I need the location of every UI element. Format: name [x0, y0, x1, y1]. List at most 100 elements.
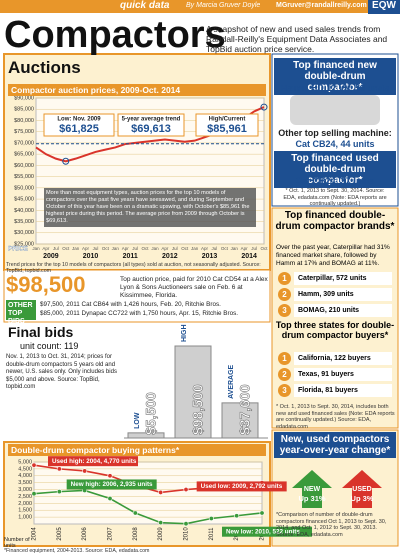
- x-tick-label: Jul: [172, 246, 178, 251]
- annotation-box: [117, 113, 185, 137]
- yoy-arrow: [342, 470, 382, 508]
- y-tick-label: $80,000: [14, 118, 34, 124]
- x-tick-label: Oct: [260, 246, 268, 251]
- intro: A snapshot of new and used sales trends …: [206, 24, 388, 54]
- x-tick-label: 2010: [184, 527, 190, 541]
- bar: [221, 402, 259, 439]
- annotation-box: [43, 113, 115, 137]
- x-tick-label: 2008: [133, 527, 139, 541]
- year-label: 2010: [83, 253, 99, 260]
- year-label: 2013: [202, 253, 218, 260]
- y-tick-label: 3,500: [18, 480, 32, 486]
- rank: 3: [278, 304, 291, 317]
- data-point: [132, 510, 138, 516]
- x-tick-label: 2005: [57, 527, 63, 541]
- data-point: [158, 520, 164, 526]
- x-tick-label: Jan: [112, 246, 120, 251]
- annotation-value: $85,961: [207, 123, 247, 135]
- y-tick-label: $65,000: [14, 152, 34, 158]
- annotation-text: Used low: 2009, 2,792 units: [201, 483, 283, 490]
- states-note: * Oct. 1, 2013 to Sept. 30, 2014, includ…: [276, 404, 395, 430]
- annotation-box: [196, 481, 287, 492]
- rank: 2: [278, 368, 291, 381]
- data-point: [208, 515, 214, 521]
- rank: 2: [278, 288, 291, 301]
- plot-area: [33, 461, 263, 525]
- y-tick-label: $40,000: [14, 208, 34, 214]
- annotation-value: $69,613: [131, 123, 171, 135]
- y-tick-label: $75,000: [14, 129, 34, 135]
- x-tick-label: Jan: [151, 246, 159, 251]
- year-label: 2009: [43, 253, 59, 260]
- data-point: [107, 473, 113, 479]
- annotation-box: [66, 479, 157, 490]
- annotation-value: $61,825: [59, 123, 99, 135]
- used-note: * Oct. 1, 2013 to Sept. 30, 2014. Source…: [283, 188, 387, 207]
- top-price: $98,500: [6, 272, 86, 297]
- y-tick-label: 3,000: [18, 487, 32, 493]
- y-tick-label: 4,500: [18, 466, 32, 472]
- bar-category: HIGH: [181, 325, 188, 343]
- data-point: [158, 489, 164, 495]
- x-tick-label: 2004: [32, 527, 38, 541]
- machine-image: [290, 95, 380, 125]
- x-tick-label: 2009: [158, 527, 164, 541]
- x-tick-label: 2006: [82, 527, 88, 541]
- x-tick-label: Oct: [221, 246, 229, 251]
- annotation-text: 5-year average trend: [122, 117, 181, 123]
- annotation-point: [62, 157, 70, 165]
- y-tick-label: $85,000: [14, 107, 34, 113]
- states-heading: Top three states for double-drum compact…: [275, 320, 395, 340]
- y-tick-label: $60,000: [14, 163, 34, 169]
- rank: 1: [278, 272, 291, 285]
- y-tick-label: 4,000: [18, 473, 32, 479]
- x-tick-label: Apr: [42, 246, 50, 251]
- footnote: *Financed equipment, 2004-2013. Source: …: [4, 548, 150, 554]
- section: quick data: [120, 0, 170, 11]
- x-tick-label: Jan: [32, 246, 40, 251]
- y-tick-label: 1,000: [18, 515, 32, 521]
- x-tick-label: Jan: [231, 246, 239, 251]
- other-bid: $85,000, 2011 Dynapac CC722 with 1,750 h…: [40, 310, 239, 317]
- yoy-change: Up 3%: [350, 494, 374, 503]
- y-tick-label: 1,500: [18, 508, 32, 514]
- data-point: [259, 510, 265, 516]
- x-tick-label: Jul: [132, 246, 138, 251]
- data-point: [31, 491, 37, 497]
- bar-category: LOW: [134, 412, 141, 429]
- data-point: [82, 468, 88, 474]
- yoy-label: NEW: [303, 486, 321, 493]
- bars-note: Nov. 1, 2013 to Oct. 31, 2014; prices fo…: [6, 354, 117, 390]
- x-tick-label: 2011: [209, 527, 215, 541]
- email: MGruver@randallreilly.com: [276, 2, 367, 9]
- annotation-point: [260, 103, 268, 111]
- bar: [174, 345, 212, 439]
- year-label: 2011: [123, 253, 138, 260]
- other-bid: $97,500, 2011 Cat CB64 with 1,426 hours,…: [40, 301, 221, 308]
- data-point: [183, 521, 189, 527]
- bar-value: $5,500: [143, 392, 159, 435]
- x-tick-label: Apr: [161, 246, 169, 251]
- list-item: Hamm, 309 units: [294, 288, 392, 301]
- y-tick-label: $30,000: [14, 230, 34, 236]
- yoy-note: *Comparison of number of double-drum com…: [276, 512, 387, 538]
- list-item: Texas, 91 buyers: [294, 368, 392, 381]
- rank: 3: [278, 384, 291, 397]
- data-point: [183, 487, 189, 493]
- caption: Trend prices for the top 10 models of co…: [6, 262, 261, 274]
- x-tick-label: Jul: [93, 246, 99, 251]
- auctions-heading: Auctions: [8, 58, 81, 77]
- annotation-box: [195, 113, 259, 137]
- x-tick-label: Jan: [191, 246, 199, 251]
- x-tick-label: Oct: [102, 246, 110, 251]
- bar-value: $98,500: [190, 384, 206, 435]
- y-tick-label: $55,000: [14, 174, 34, 180]
- list-item: California, 122 buyers: [294, 352, 392, 365]
- x-tick-label: Apr: [241, 246, 249, 251]
- banner: [0, 0, 400, 13]
- bar-value: $37,600: [237, 384, 253, 435]
- annotation-text: New high: 2006, 2,935 units: [71, 481, 153, 488]
- other-label: OTHER TOP BIDS: [6, 300, 36, 325]
- other-model: Cat CB24, 44 units: [295, 139, 375, 149]
